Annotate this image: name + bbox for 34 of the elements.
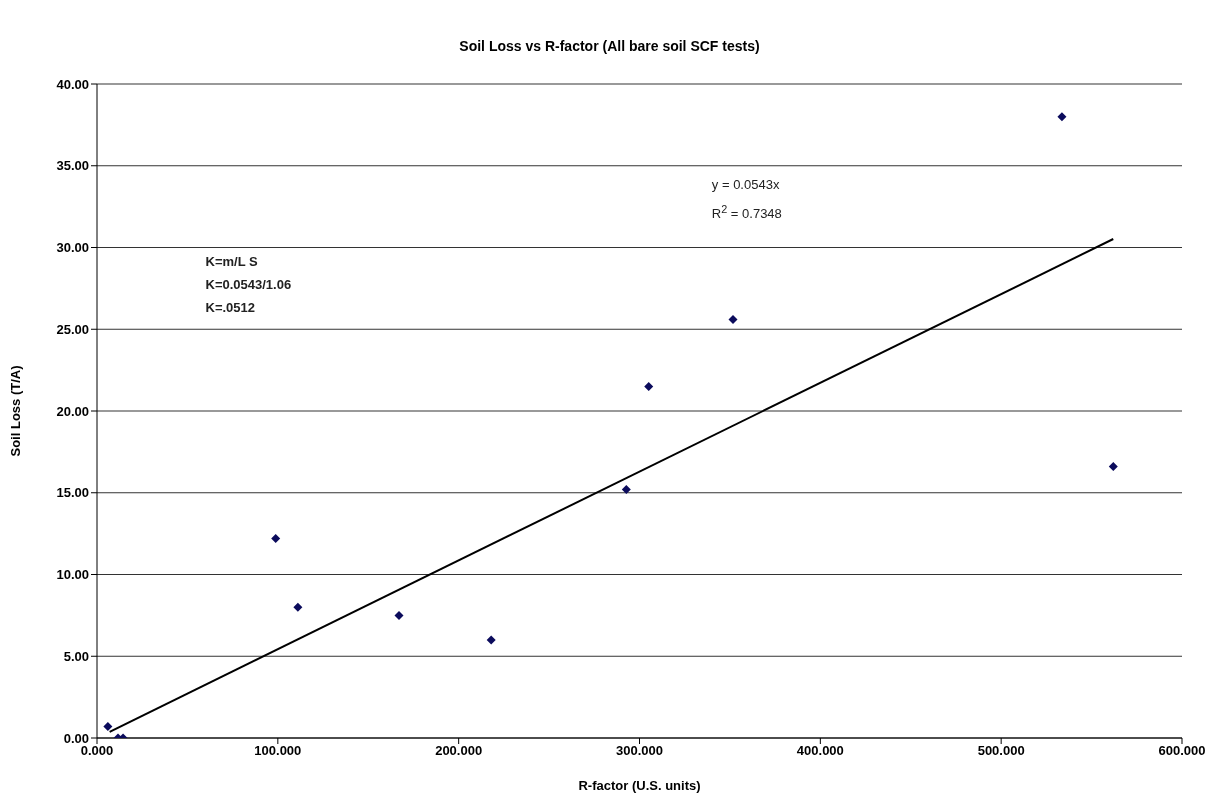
y-tick-label: 30.00 [56,240,89,256]
y-tick-label: 5.00 [63,648,89,664]
y-tick-label: 25.00 [56,321,89,337]
y-tick-label: 35.00 [56,158,89,174]
point [644,381,654,391]
annotation: K=m/L S [205,254,258,270]
y-tick-label: 20.00 [56,403,89,419]
x-tick-label: 300.000 [616,743,663,759]
point [271,534,281,544]
x-tick-label: 200.000 [435,743,483,759]
annotation: y = 0.0543x [711,177,780,193]
annotation: K=.0512 [205,299,256,315]
x-tick-label: 500.000 [977,743,1025,759]
point [394,610,404,620]
x-tick-label: 100.000 [254,743,302,759]
point [1057,112,1067,122]
point [621,484,631,494]
x-axis-title: R-factor (U.S. units) [578,778,701,793]
x-tick-label: 600.000 [1158,743,1206,759]
y-tick-label: 15.00 [56,485,89,501]
chart-title: Soil Loss vs R-factor (All bare soil SCF tests) [458,38,761,54]
x-tick-label: 400.000 [796,743,844,759]
point [486,635,496,645]
y-tick-label: 10.00 [56,567,89,583]
x-tick-label: 0.000 [80,743,114,759]
point [1108,462,1118,472]
point [728,314,738,324]
y-tick-label: 40.00 [56,76,89,92]
point [103,722,113,732]
annotation: K=0.0543/1.06 [205,276,292,292]
point [293,602,303,612]
annotation: R$^{2}$ = 0.7348 [711,203,782,222]
y-tick-label: 0.00 [63,730,89,746]
y-axis-title: Soil Loss (T/A) [7,365,23,457]
